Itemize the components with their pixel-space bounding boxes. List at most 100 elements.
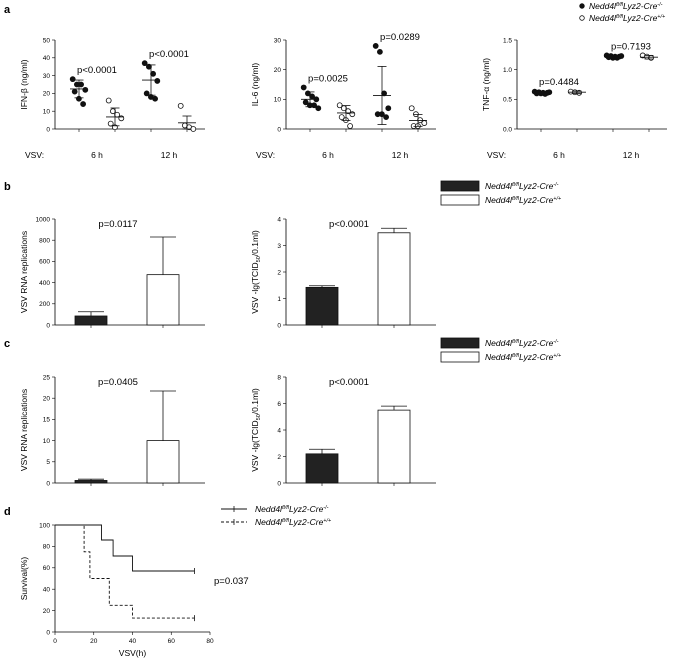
il6-chart: 0 10 20 30 IL-6 (ng/ml) VSV: 6 h 12 h p=0.0025 p=… xyxy=(250,32,436,160)
tnf-alpha-chart: 0.0 0.5 1.0 1.5 TNF-α (ng/ml) VSV: 6 h 12 h p=0.… xyxy=(481,37,667,160)
legend-label: Nedd4lfl/flLyz2-Cre+/+ xyxy=(485,195,562,205)
panel-letter-a: a xyxy=(4,4,11,16)
y-tick-label: 15 xyxy=(43,417,51,424)
legend-label-part: fl/fl xyxy=(282,505,290,511)
legend-b: Nedd4lfl/flLyz2-Cre-/-Nedd4lfl/flLyz2-Cr… xyxy=(440,180,562,206)
y-tick-label: 30 xyxy=(43,73,51,80)
y-tick-label: 1.0 xyxy=(503,67,512,74)
legend-label-part: -/- xyxy=(657,2,662,8)
y-tick-label: 0 xyxy=(46,629,50,636)
x-axis-label: VSV(h) xyxy=(119,648,147,658)
y-tick-label: 1 xyxy=(277,296,281,303)
y-tick-label: 10 xyxy=(43,109,51,116)
y-tick-label: 20 xyxy=(43,608,51,615)
y-tick-label: 400 xyxy=(39,280,50,287)
legend-label-part: Lyz2-Cre xyxy=(623,1,658,11)
legend-label-part: fl/fl xyxy=(512,353,520,359)
bar xyxy=(305,286,339,326)
data-point xyxy=(143,90,150,97)
legend-marker xyxy=(579,15,585,21)
x-tick-label: 20 xyxy=(90,638,98,645)
b-titer-bar-chart: 0 1 2 3 4 VSV -lg(TCID50/0.1ml) p<0.0001 xyxy=(250,216,436,329)
x-group-label: 6 h xyxy=(322,150,334,160)
y-tick-label: 1000 xyxy=(36,216,51,223)
y-axis-label: TNF-α (ng/ml) xyxy=(481,58,491,111)
data-point xyxy=(69,76,76,83)
legend-marker xyxy=(440,180,480,192)
y-tick-label: 600 xyxy=(39,259,50,266)
legend-label-part: Lyz2-Cre xyxy=(289,517,324,527)
c-titer-bar-chart: 0 2 4 6 8 VSV -lg(TCID50/0.1ml) p<0.0001 xyxy=(250,374,436,487)
legend-label: Nedd4lfl/flLyz2-Cre+/+ xyxy=(589,13,666,23)
y-tick-label: 200 xyxy=(39,301,50,308)
y-axis-label: VSV -lg(TCID50/0.1ml) xyxy=(250,388,262,472)
y-tick-label: 3 xyxy=(277,243,281,250)
data-point xyxy=(80,101,86,107)
p-value-label: p<0.0001 xyxy=(329,219,369,230)
y-tick-label: 0.5 xyxy=(503,97,512,104)
data-point xyxy=(141,60,148,67)
x-group-label: 6 h xyxy=(553,150,565,160)
survival-chart: 0 20 40 60 80 100 Survival(%) 0 20 40 60 80 VSV(h) p=… xyxy=(19,522,249,658)
legend-label-part: -/- xyxy=(553,182,558,188)
legend-label-part: Lyz2-Cre xyxy=(289,504,324,514)
y-tick-label: 4 xyxy=(277,427,281,434)
y-tick-label: 1.5 xyxy=(503,37,512,44)
legend-label-part: fl/fl xyxy=(616,14,624,20)
x-tick-label: 40 xyxy=(129,638,137,645)
c-rna-bar-chart: 0 5 10 15 20 25 VSV RNA replications p=0.0405 xyxy=(19,374,205,487)
y-axis-label-part: VSV -lg(TCID xyxy=(250,420,260,471)
legend-label-part: Nedd4l xyxy=(255,504,283,514)
bar xyxy=(377,409,411,484)
p-value-label: p=0.0289 xyxy=(380,32,420,43)
y-axis-label-subscript: 50 xyxy=(256,414,262,420)
legend-label-part: Lyz2-Cre xyxy=(623,13,658,23)
x-tick-label: 0 xyxy=(53,638,57,645)
data-point xyxy=(383,114,390,121)
legend-marker xyxy=(440,351,480,363)
data-point xyxy=(154,78,161,84)
legend-label-part: Nedd4l xyxy=(589,1,617,11)
data-point xyxy=(347,123,354,129)
p-value-label: p=0.0405 xyxy=(98,377,138,388)
legend-label-part: fl/fl xyxy=(282,518,290,524)
data-point xyxy=(190,126,197,132)
y-tick-label: 0 xyxy=(46,126,50,133)
data-point xyxy=(302,99,309,106)
x-prefix-label: VSV: xyxy=(256,150,275,160)
legend-label-part: Lyz2-Cre xyxy=(519,195,554,205)
y-tick-label: 10 xyxy=(274,97,282,104)
bar xyxy=(305,453,339,484)
legend-label-part: Nedd4l xyxy=(255,517,283,527)
legend-label-part: Lyz2-Cre xyxy=(519,181,554,191)
y-tick-label: 20 xyxy=(43,396,51,403)
y-tick-label: 8 xyxy=(277,374,281,381)
y-tick-label: 6 xyxy=(277,401,281,408)
data-point xyxy=(421,120,428,126)
y-tick-label: 10 xyxy=(43,438,51,445)
x-group-label: 12 h xyxy=(392,150,409,160)
x-tick-label: 80 xyxy=(206,638,214,645)
panel-letter-d: d xyxy=(4,506,11,518)
y-axis-label: VSV -lg(TCID50/0.1ml) xyxy=(250,230,262,314)
legend-label-part: Lyz2-Cre xyxy=(519,352,554,362)
data-point xyxy=(349,111,356,118)
y-tick-label: 5 xyxy=(46,459,50,466)
b-rna-bar-chart: 0 200 400 600 800 1000 VSV RNA replications p=0… xyxy=(19,216,205,329)
data-point xyxy=(177,102,184,109)
legend-label-part: +/+ xyxy=(553,196,562,202)
y-axis-label: Survival(%) xyxy=(19,557,29,601)
data-point xyxy=(315,105,322,112)
y-tick-label: 0 xyxy=(46,322,50,329)
panel-letter-b: b xyxy=(4,181,11,193)
y-axis-label: IL-6 (ng/ml) xyxy=(250,63,260,107)
y-axis-label: VSV RNA replications xyxy=(19,231,29,313)
legend-label-part: Nedd4l xyxy=(485,352,513,362)
y-tick-label: 60 xyxy=(43,565,51,572)
legend-label-part: Nedd4l xyxy=(589,13,617,23)
y-tick-label: 800 xyxy=(39,238,50,245)
y-tick-label: 25 xyxy=(43,374,51,381)
bar xyxy=(146,274,180,326)
y-tick-label: 100 xyxy=(39,522,50,529)
